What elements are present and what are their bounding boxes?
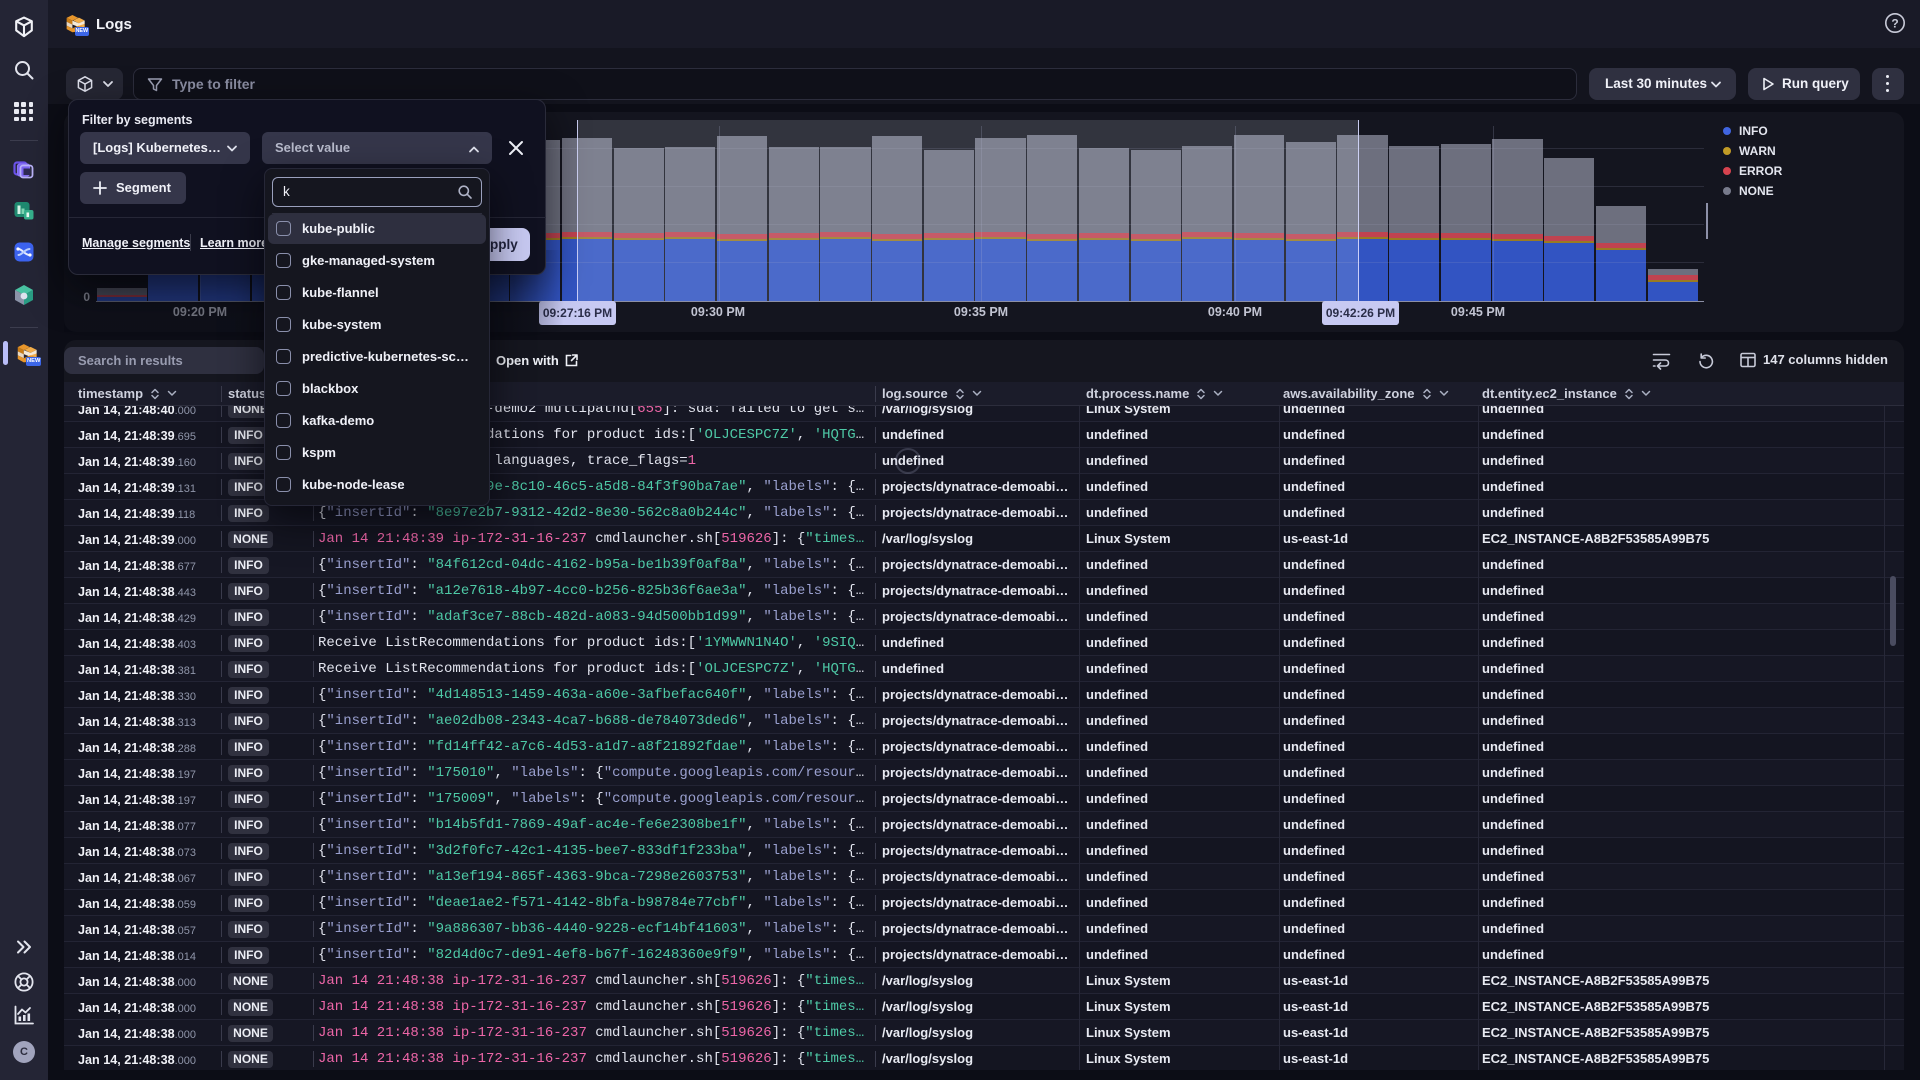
svg-text:?: ? (1891, 17, 1898, 31)
